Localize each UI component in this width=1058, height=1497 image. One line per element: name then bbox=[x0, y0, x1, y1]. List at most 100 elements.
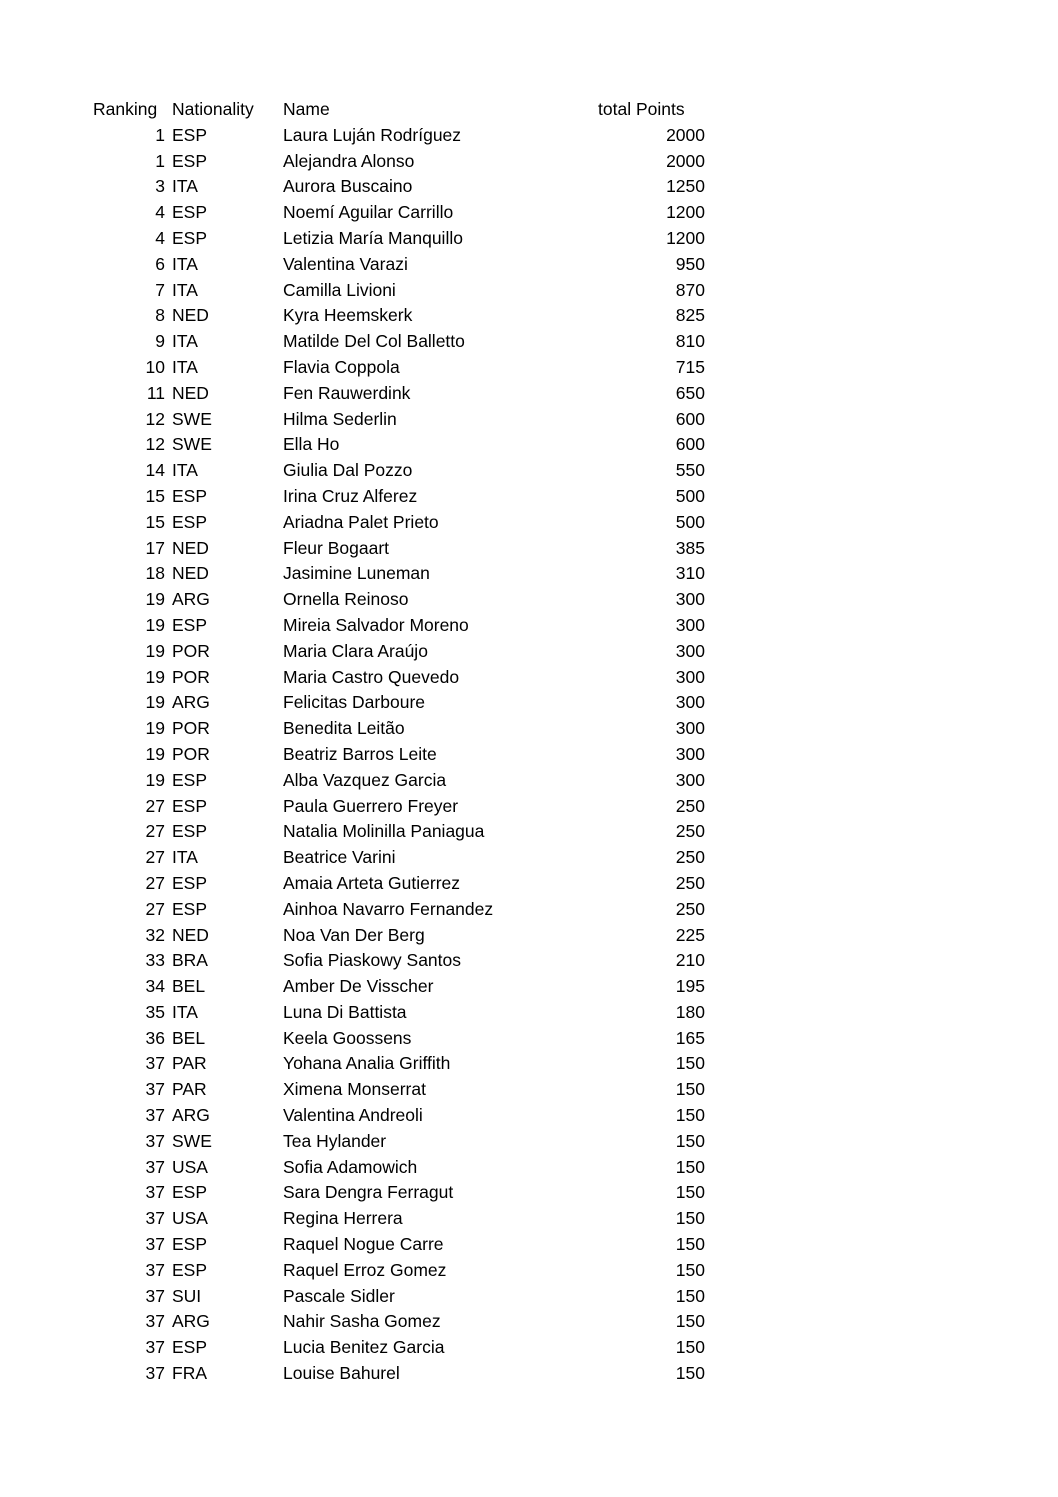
cell-name: Irina Cruz Alferez bbox=[283, 485, 418, 506]
cell-name: Keela Goossens bbox=[283, 1027, 412, 1048]
cell-name: Aurora Buscaino bbox=[283, 176, 413, 197]
cell-points: 150 bbox=[675, 1130, 705, 1151]
cell-nationality: USA bbox=[172, 1156, 208, 1177]
cell-points: 150 bbox=[675, 1208, 705, 1229]
cell-name: Letizia María Manquillo bbox=[283, 227, 463, 248]
cell-ranking: 4 bbox=[155, 227, 165, 248]
cell-name: Giulia Dal Pozzo bbox=[283, 460, 413, 481]
cell-points: 150 bbox=[675, 1363, 705, 1384]
cell-points: 300 bbox=[675, 692, 705, 713]
cell-points: 300 bbox=[675, 640, 705, 661]
cell-name: Beatriz Barros Leite bbox=[283, 743, 437, 764]
cell-ranking: 27 bbox=[145, 847, 165, 868]
cell-name: Maria Clara Araújo bbox=[283, 640, 428, 661]
cell-nationality: ITA bbox=[172, 356, 198, 377]
cell-name: Sofia Adamowich bbox=[283, 1156, 418, 1177]
cell-points: 180 bbox=[675, 1001, 705, 1022]
cell-ranking: 14 bbox=[145, 460, 165, 481]
table-row: 19 POR Benedita Leitão 300 bbox=[93, 716, 705, 742]
cell-ranking: 8 bbox=[155, 305, 165, 326]
cell-ranking: 35 bbox=[145, 1001, 165, 1022]
cell-name: Lucia Benitez Garcia bbox=[283, 1337, 445, 1358]
cell-ranking: 37 bbox=[145, 1259, 165, 1280]
table-row: 19 POR Beatriz Barros Leite 300 bbox=[93, 742, 705, 768]
table-row: 37 ESP Raquel Nogue Carre 150 bbox=[93, 1232, 705, 1258]
cell-points: 600 bbox=[675, 434, 705, 455]
cell-nationality: ESP bbox=[172, 202, 208, 223]
cell-points: 165 bbox=[675, 1027, 705, 1048]
cell-points: 250 bbox=[675, 821, 705, 842]
cell-ranking: 36 bbox=[145, 1027, 165, 1048]
cell-points: 150 bbox=[675, 1311, 705, 1332]
cell-name: Paula Guerrero Freyer bbox=[283, 795, 459, 816]
cell-points: 300 bbox=[675, 743, 705, 764]
cell-name: Alejandra Alonso bbox=[283, 150, 415, 171]
table-row: 19 ARG Ornella Reinoso 300 bbox=[93, 587, 705, 613]
cell-points: 810 bbox=[675, 331, 705, 352]
cell-points: 300 bbox=[675, 589, 705, 610]
cell-points: 250 bbox=[675, 847, 705, 868]
cell-ranking: 19 bbox=[145, 666, 165, 687]
table-row: 18 NED Jasimine Luneman 310 bbox=[93, 561, 705, 587]
table-row: 37 SWE Tea Hylander 150 bbox=[93, 1129, 705, 1155]
table-row: 19 POR Maria Castro Quevedo 300 bbox=[93, 665, 705, 691]
table-row: 27 ESP Natalia Molinilla Paniagua 250 bbox=[93, 819, 705, 845]
cell-points: 150 bbox=[675, 1234, 705, 1255]
cell-points: 825 bbox=[675, 305, 705, 326]
table-row: 27 ESP Ainhoa Navarro Fernandez 250 bbox=[93, 897, 705, 923]
cell-nationality: USA bbox=[172, 1208, 208, 1229]
table-row: 33 BRA Sofia Piaskowy Santos 210 bbox=[93, 948, 705, 974]
cell-ranking: 19 bbox=[145, 743, 165, 764]
cell-points: 500 bbox=[675, 511, 705, 532]
cell-ranking: 37 bbox=[145, 1182, 165, 1203]
cell-points: 600 bbox=[675, 408, 705, 429]
cell-nationality: BRA bbox=[172, 950, 208, 971]
cell-nationality: SWE bbox=[172, 408, 212, 429]
cell-nationality: ESP bbox=[172, 1337, 208, 1358]
cell-name: Yohana Analia Griffith bbox=[283, 1053, 451, 1074]
table-row: 37 ARG Nahir Sasha Gomez 150 bbox=[93, 1309, 705, 1335]
cell-nationality: ESP bbox=[172, 511, 208, 532]
table-row: 3 ITA Aurora Buscaino 1250 bbox=[93, 174, 705, 200]
cell-nationality: BEL bbox=[172, 976, 206, 997]
cell-name: Regina Herrera bbox=[283, 1208, 403, 1229]
table-row: 14 ITA Giulia Dal Pozzo 550 bbox=[93, 458, 705, 484]
cell-nationality: SUI bbox=[172, 1285, 202, 1306]
header-name: Name bbox=[283, 99, 330, 119]
cell-name: Kyra Heemskerk bbox=[283, 305, 413, 326]
cell-nationality: ESP bbox=[172, 821, 208, 842]
cell-ranking: 37 bbox=[145, 1337, 165, 1358]
cell-ranking: 37 bbox=[145, 1156, 165, 1177]
cell-name: Hilma Sederlin bbox=[283, 408, 397, 429]
table-row: 37 PAR Yohana Analia Griffith 150 bbox=[93, 1051, 705, 1077]
cell-name: Felicitas Darboure bbox=[283, 692, 425, 713]
cell-ranking: 19 bbox=[145, 614, 165, 635]
cell-name: Alba Vazquez Garcia bbox=[283, 769, 447, 790]
table-row: 27 ESP Amaia Arteta Gutierrez 250 bbox=[93, 871, 705, 897]
table-row: 7 ITA Camilla Livioni 870 bbox=[93, 278, 705, 304]
cell-points: 1250 bbox=[666, 176, 705, 197]
cell-points: 385 bbox=[675, 537, 705, 558]
table-row: 8 NED Kyra Heemskerk 825 bbox=[93, 303, 705, 329]
cell-name: Beatrice Varini bbox=[283, 847, 396, 868]
cell-ranking: 1 bbox=[155, 124, 165, 145]
cell-points: 150 bbox=[675, 1285, 705, 1306]
table-row: 36 BEL Keela Goossens 165 bbox=[93, 1026, 705, 1052]
table-row: 19 ARG Felicitas Darboure 300 bbox=[93, 690, 705, 716]
cell-ranking: 12 bbox=[145, 434, 165, 455]
cell-points: 150 bbox=[675, 1156, 705, 1177]
cell-nationality: ARG bbox=[172, 589, 210, 610]
cell-ranking: 37 bbox=[145, 1079, 165, 1100]
cell-name: Luna Di Battista bbox=[283, 1001, 407, 1022]
header-ranking: Ranking bbox=[93, 99, 158, 119]
cell-points: 195 bbox=[675, 976, 705, 997]
cell-nationality: PAR bbox=[172, 1079, 207, 1100]
table-row: 37 ESP Lucia Benitez Garcia 150 bbox=[93, 1335, 705, 1361]
table-row: 37 ESP Sara Dengra Ferragut 150 bbox=[93, 1180, 705, 1206]
cell-nationality: POR bbox=[172, 718, 210, 739]
cell-name: Mireia Salvador Moreno bbox=[283, 614, 469, 635]
cell-nationality: BEL bbox=[172, 1027, 206, 1048]
cell-points: 300 bbox=[675, 614, 705, 635]
cell-nationality: FRA bbox=[172, 1363, 207, 1384]
